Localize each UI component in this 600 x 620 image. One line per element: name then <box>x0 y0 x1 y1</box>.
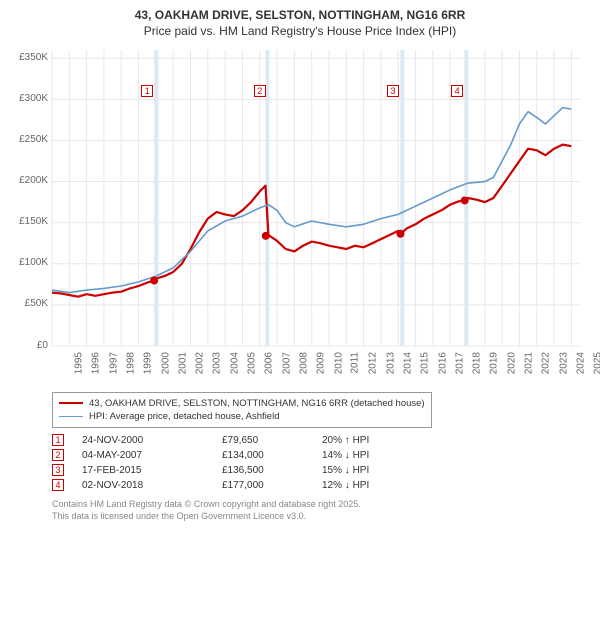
x-tick-label: 2018 <box>471 352 482 374</box>
footer-line1: Contains HM Land Registry data © Crown c… <box>52 499 590 511</box>
tx-price: £79,650 <box>222 435 322 446</box>
y-tick-label: £350K <box>10 52 48 63</box>
tx-date: 17-FEB-2015 <box>82 465 222 476</box>
x-tick-label: 2023 <box>558 352 569 374</box>
tx-marker: 3 <box>52 464 64 476</box>
x-tick-label: 2000 <box>160 352 171 374</box>
tx-hpi: 14% ↓ HPI <box>322 450 412 461</box>
x-tick-label: 2013 <box>385 352 396 374</box>
tx-date: 02-NOV-2018 <box>82 480 222 491</box>
x-tick-label: 1998 <box>125 352 136 374</box>
y-tick-label: £50K <box>10 298 48 309</box>
legend: 43, OAKHAM DRIVE, SELSTON, NOTTINGHAM, N… <box>52 392 432 429</box>
chart-container: 43, OAKHAM DRIVE, SELSTON, NOTTINGHAM, N… <box>0 0 600 529</box>
x-tick-label: 2016 <box>437 352 448 374</box>
x-tick-label: 2005 <box>246 352 257 374</box>
title-line2: Price paid vs. HM Land Registry's House … <box>10 24 590 38</box>
x-tick-label: 2004 <box>229 352 240 374</box>
transactions-table: 1 24-NOV-2000£79,65020% ↑ HPI 2 04-MAY-2007… <box>52 434 590 491</box>
sale-marker-1: 1 <box>141 85 153 97</box>
legend-swatch <box>59 416 83 417</box>
x-tick-label: 1995 <box>73 352 84 374</box>
tx-marker: 2 <box>52 449 64 461</box>
x-tick-label: 2010 <box>333 352 344 374</box>
transaction-row: 4 02-NOV-2018£177,00012% ↓ HPI <box>52 479 590 491</box>
tx-hpi: 12% ↓ HPI <box>322 480 412 491</box>
legend-swatch <box>59 402 83 404</box>
x-tick-label: 2009 <box>316 352 327 374</box>
legend-label: 43, OAKHAM DRIVE, SELSTON, NOTTINGHAM, N… <box>89 397 425 410</box>
legend-item: 43, OAKHAM DRIVE, SELSTON, NOTTINGHAM, N… <box>59 397 425 410</box>
tx-price: £134,000 <box>222 450 322 461</box>
x-tick-label: 2002 <box>194 352 205 374</box>
x-tick-label: 1996 <box>91 352 102 374</box>
legend-item: HPI: Average price, detached house, Ashf… <box>59 410 425 423</box>
tx-price: £136,500 <box>222 465 322 476</box>
plot-svg <box>10 44 590 350</box>
chart-area: £0 £50K £100K £150K £200K £250K £300K £350K 1995… <box>10 44 590 384</box>
transaction-row: 2 04-MAY-2007£134,00014% ↓ HPI <box>52 449 590 461</box>
tx-date: 04-MAY-2007 <box>82 450 222 461</box>
sale-marker-3: 3 <box>387 85 399 97</box>
tx-marker: 1 <box>52 434 64 446</box>
x-tick-label: 2012 <box>368 352 379 374</box>
tx-marker: 4 <box>52 479 64 491</box>
y-tick-label: £100K <box>10 257 48 268</box>
y-tick-label: £200K <box>10 175 48 186</box>
x-tick-label: 2007 <box>281 352 292 374</box>
x-tick-label: 2001 <box>177 352 188 374</box>
y-tick-label: £0 <box>10 340 48 351</box>
x-tick-label: 1997 <box>108 352 119 374</box>
transaction-row: 3 17-FEB-2015£136,50015% ↓ HPI <box>52 464 590 476</box>
x-tick-label: 1999 <box>142 352 153 374</box>
x-tick-label: 2019 <box>489 352 500 374</box>
x-tick-label: 2014 <box>402 352 413 374</box>
tx-hpi: 15% ↓ HPI <box>322 465 412 476</box>
x-tick-label: 2022 <box>541 352 552 374</box>
title-line1: 43, OAKHAM DRIVE, SELSTON, NOTTINGHAM, N… <box>10 8 590 24</box>
sale-marker-2: 2 <box>254 85 266 97</box>
x-tick-label: 2024 <box>575 352 586 374</box>
x-tick-label: 2021 <box>523 352 534 374</box>
y-tick-label: £150K <box>10 216 48 227</box>
x-tick-label: 2015 <box>419 352 430 374</box>
transaction-row: 1 24-NOV-2000£79,65020% ↑ HPI <box>52 434 590 446</box>
legend-label: HPI: Average price, detached house, Ashf… <box>89 410 279 423</box>
footer: Contains HM Land Registry data © Crown c… <box>52 499 590 522</box>
x-tick-label: 2006 <box>264 352 275 374</box>
sale-marker-4: 4 <box>451 85 463 97</box>
tx-date: 24-NOV-2000 <box>82 435 222 446</box>
x-tick-label: 2008 <box>298 352 309 374</box>
x-tick-label: 2025 <box>593 352 600 374</box>
x-tick-label: 2011 <box>349 352 360 374</box>
x-tick-label: 2020 <box>506 352 517 374</box>
y-tick-label: £250K <box>10 134 48 145</box>
footer-line2: This data is licensed under the Open Gov… <box>52 511 590 523</box>
x-tick-label: 2003 <box>212 352 223 374</box>
y-tick-label: £300K <box>10 93 48 104</box>
x-tick-label: 2017 <box>454 352 465 374</box>
tx-hpi: 20% ↑ HPI <box>322 435 412 446</box>
tx-price: £177,000 <box>222 480 322 491</box>
